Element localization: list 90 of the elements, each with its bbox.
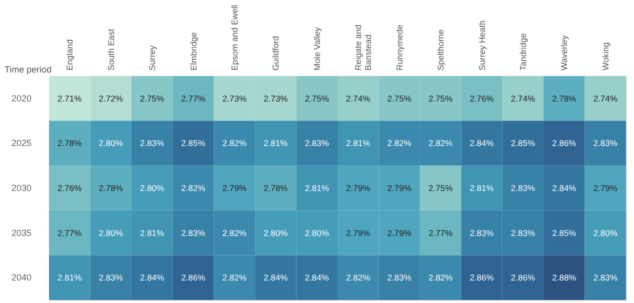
data-label: 2.77%	[428, 228, 454, 238]
data-label: 2.80%	[593, 228, 618, 238]
data-label: 2.82%	[222, 272, 247, 283]
data-label: 2.83%	[593, 138, 618, 148]
data-label: 2.79%	[222, 183, 247, 193]
data-label: 2.86%	[470, 272, 494, 283]
data-label: 2.88%	[552, 272, 577, 283]
data-label: 2.80%	[98, 228, 124, 238]
data-label: 2.84%	[470, 138, 494, 148]
y-axis-title: Time period	[4, 64, 52, 74]
data-label: 2.81%	[346, 138, 371, 148]
y-tick-label: 2025	[12, 138, 32, 148]
data-label: 2.83%	[140, 138, 165, 148]
data-label: 2.78%	[264, 183, 288, 193]
data-label: 2.75%	[428, 93, 454, 104]
data-label: 2.83%	[387, 272, 412, 283]
y-tick-label: 2020	[12, 93, 32, 104]
data-label: 2.82%	[346, 272, 371, 283]
data-label: 2.73%	[264, 93, 288, 104]
data-label: 2.82%	[428, 272, 454, 283]
data-label: 2.84%	[264, 272, 288, 283]
y-tick-label: 2040	[12, 272, 32, 283]
data-label: 2.74%	[346, 93, 371, 104]
data-label: 2.83%	[593, 272, 618, 283]
data-label: 2.83%	[181, 228, 206, 238]
data-label: 2.86%	[510, 272, 536, 283]
data-label: 2.80%	[140, 183, 165, 193]
data-label: 2.75%	[428, 183, 454, 193]
x-tick-label: Mole Valley	[312, 26, 322, 70]
data-label: 2.82%	[222, 228, 247, 238]
data-label: 2.83%	[98, 272, 124, 283]
x-tick-label: Woking	[600, 42, 610, 70]
y-tick-label: 2030	[12, 183, 32, 193]
data-label: 2.75%	[140, 93, 165, 104]
x-tick-label: Spelthorne	[436, 29, 446, 70]
x-tick-label: Elmbridge	[188, 32, 198, 70]
data-label: 2.83%	[470, 228, 494, 238]
x-tick-label: Guildford	[270, 36, 281, 70]
data-label: 2.75%	[304, 93, 330, 104]
data-label: 2.77%	[58, 228, 82, 238]
data-label: 2.86%	[181, 272, 206, 283]
data-label: 2.81%	[304, 183, 330, 193]
data-label: 2.79%	[346, 228, 371, 238]
x-tick-label: England	[64, 39, 75, 70]
x-tick-label: Epsom and Ewell	[229, 4, 240, 70]
data-label: 2.78%	[552, 93, 577, 104]
data-label: 2.80%	[98, 138, 124, 148]
x-tick-label: Surrey Heath	[476, 20, 487, 70]
data-label: 2.75%	[387, 93, 412, 104]
data-label: 2.79%	[346, 183, 371, 193]
x-tick-label: Surrey	[147, 44, 158, 70]
data-label: 2.77%	[181, 93, 206, 104]
data-label: 2.81%	[470, 183, 494, 193]
data-label: 2.71%	[58, 93, 82, 104]
data-label: 2.82%	[222, 138, 247, 148]
data-label: 2.74%	[510, 93, 536, 104]
x-tick-label: Runnymede	[394, 24, 404, 70]
data-label: 2.84%	[140, 272, 165, 283]
data-label: 2.84%	[304, 272, 330, 283]
data-label: 2.82%	[181, 183, 206, 193]
data-label: 2.83%	[304, 138, 330, 148]
x-tick-label: South East	[106, 28, 116, 70]
data-label: 2.72%	[98, 93, 124, 104]
data-label: 2.80%	[304, 228, 330, 238]
data-label: 2.76%	[470, 93, 494, 104]
data-label: 2.81%	[58, 272, 82, 283]
data-label: 2.73%	[222, 93, 247, 104]
data-label: 2.83%	[510, 183, 536, 193]
data-label: 2.85%	[552, 228, 577, 238]
x-tick-label: Reigate and Banstead	[353, 24, 374, 70]
data-label: 2.84%	[552, 183, 577, 193]
data-label: 2.83%	[510, 228, 536, 238]
data-label: 2.85%	[181, 138, 206, 148]
data-label: 2.78%	[58, 138, 82, 148]
data-label: 2.86%	[552, 138, 577, 148]
data-label: 2.80%	[264, 228, 288, 238]
data-label: 2.78%	[98, 183, 124, 193]
x-tick-label: Tandridge	[518, 32, 528, 70]
data-label: 2.82%	[387, 138, 412, 148]
data-label: 2.74%	[593, 93, 618, 104]
data-label: 2.81%	[140, 228, 165, 238]
data-label: 2.79%	[593, 183, 618, 193]
data-label: 2.85%	[510, 138, 536, 148]
data-label: 2.79%	[387, 228, 412, 238]
data-label: 2.76%	[58, 183, 82, 193]
x-tick-label: Waverley	[559, 34, 570, 70]
y-tick-label: 2035	[12, 228, 32, 238]
data-label: 2.82%	[428, 138, 454, 148]
data-label: 2.81%	[264, 138, 288, 148]
data-label: 2.79%	[387, 183, 412, 193]
